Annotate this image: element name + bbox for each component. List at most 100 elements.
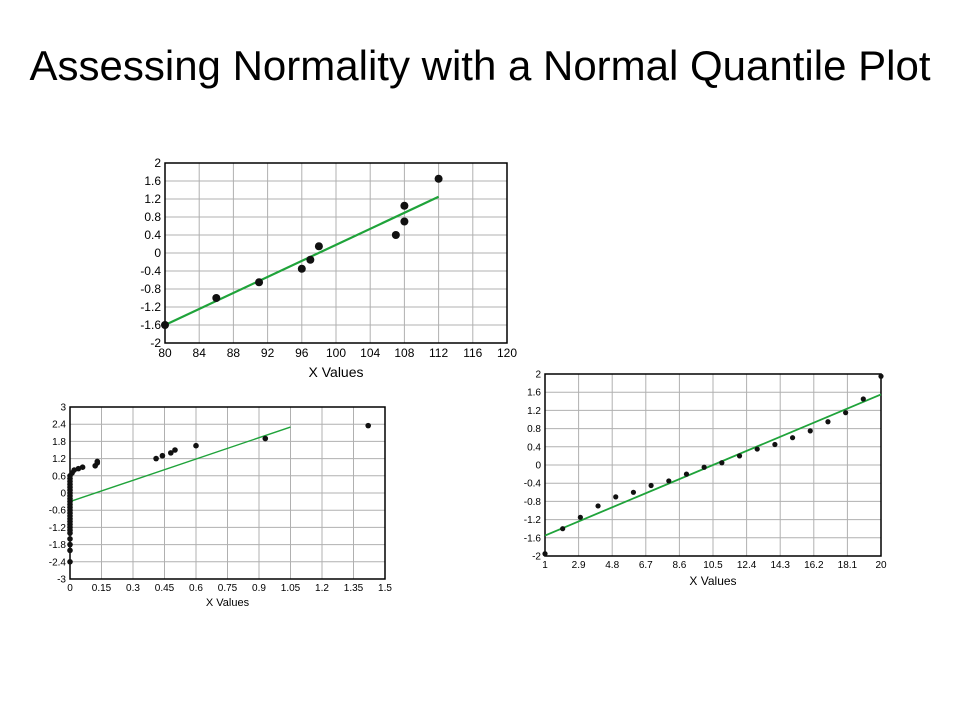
data-point	[161, 321, 169, 329]
data-point	[860, 396, 866, 402]
x-tick-label: 96	[295, 346, 309, 360]
data-point	[772, 441, 778, 448]
data-point	[193, 442, 199, 449]
data-point	[807, 428, 813, 434]
x-tick-label: 14.3	[770, 560, 790, 571]
normal-quantile-plot-top: 80 84 88 92 96 100 104 108 112 116 120 2 1.6 1.2 0.8 0.…	[140, 156, 517, 380]
data-point	[701, 464, 707, 470]
x-tick-label: 0.6	[189, 583, 203, 594]
data-point	[400, 201, 409, 210]
y-tick-label: -0.4	[140, 264, 161, 278]
y-tick-label: 1.2	[144, 192, 161, 206]
data-point	[71, 467, 77, 473]
x-tick-label: 10.5	[703, 560, 723, 571]
data-point	[365, 422, 372, 429]
y-tick-label: -0.6	[49, 506, 67, 517]
x-tick-label: 104	[360, 346, 380, 360]
x-tick-label: 80	[158, 346, 172, 360]
x-tick-label: 20	[875, 560, 887, 571]
x-tick-label: 1.2	[315, 583, 329, 594]
x-tick-label: 0.45	[155, 583, 175, 594]
slide-title: Assessing Normality with a Normal Quanti…	[29, 42, 931, 89]
y-tick-label: 2	[535, 370, 541, 381]
data-point	[719, 460, 725, 466]
y-tick-label: 1.6	[144, 174, 161, 188]
data-point	[666, 478, 672, 484]
x-tick-label: 100	[326, 346, 346, 360]
y-tick-label: 0.8	[144, 210, 161, 224]
y-tick-label: 1.8	[52, 437, 66, 448]
normal-quantile-plot-bottom-right: 1 2.9 4.8 6.7 8.6 10.5 12.4 14.3 16.2 18.1 20 2 1.6 1…	[524, 370, 887, 589]
x-tick-label: 8.6	[672, 560, 686, 571]
data-point	[542, 551, 548, 557]
x-axis-label: X Values	[309, 364, 364, 380]
data-point	[683, 471, 690, 477]
y-tick-label: -2.4	[49, 557, 67, 568]
data-point	[168, 450, 174, 456]
x-tick-label: 0	[67, 583, 73, 594]
y-tick-label: 1.2	[52, 454, 66, 465]
x-tick-label: 0.9	[252, 583, 266, 594]
y-tick-label: -1.6	[140, 318, 161, 332]
x-tick-label: 16.2	[804, 560, 824, 571]
data-point	[648, 482, 654, 489]
x-tick-label: 4.8	[605, 560, 619, 571]
data-point	[306, 255, 315, 264]
data-point	[825, 419, 831, 425]
y-tick-label: 1.6	[527, 388, 541, 399]
y-tick-label: -1.2	[49, 523, 67, 534]
data-point	[94, 458, 101, 465]
data-point	[67, 541, 73, 548]
data-point	[400, 217, 409, 226]
x-tick-label: 0.15	[92, 583, 112, 594]
x-tick-label: 1.35	[344, 583, 364, 594]
data-point	[560, 526, 566, 532]
data-point	[878, 373, 884, 379]
x-tick-label: 84	[193, 346, 207, 360]
y-tick-label: 0.8	[527, 424, 541, 435]
x-tick-label: 1	[542, 560, 548, 571]
y-tick-label: 2.4	[52, 420, 66, 431]
data-point	[172, 447, 178, 453]
data-point	[595, 503, 601, 509]
data-point	[736, 453, 743, 459]
y-tick-label: -2	[532, 552, 541, 563]
data-point	[434, 174, 443, 183]
x-tick-label: 92	[261, 346, 275, 360]
y-tick-label: 0	[154, 246, 161, 260]
x-tick-label: 6.7	[639, 560, 653, 571]
data-point	[613, 494, 619, 500]
data-point	[754, 446, 760, 452]
y-tick-label: -0.4	[524, 479, 542, 490]
fit-line	[164, 195, 440, 326]
x-tick-label: 0.3	[126, 583, 140, 594]
y-tick-label: -0.8	[524, 497, 542, 508]
x-axis-label: X Values	[206, 597, 250, 609]
data-point	[153, 455, 159, 462]
y-tick-label: 1.2	[527, 406, 541, 417]
x-tick-label: 12.4	[737, 560, 757, 571]
data-point	[67, 559, 73, 565]
data-point	[67, 536, 73, 542]
data-point	[314, 242, 323, 251]
y-tick-label: 2	[154, 156, 161, 170]
data-point	[79, 464, 86, 470]
y-tick-label: 0.6	[52, 471, 66, 482]
plot-frame	[164, 162, 508, 344]
data-point	[297, 264, 306, 273]
x-tick-label: 108	[394, 346, 414, 360]
y-tick-label: 0.4	[144, 228, 161, 242]
x-tick-label: 1.05	[281, 583, 301, 594]
y-tick-label: 0	[535, 461, 541, 472]
x-axis-label: X Values	[689, 574, 736, 588]
y-tick-label: -2	[150, 336, 161, 350]
x-tick-label: 18.1	[838, 560, 858, 571]
x-tick-label: 116	[463, 346, 482, 360]
normal-quantile-plot-bottom-left: 0 0.15 0.3 0.45 0.6 0.75 0.9 1.05 1.2 1.35 1.5 3 2.4…	[49, 403, 393, 610]
data-point	[391, 231, 400, 239]
y-tick-label: -1.2	[140, 300, 161, 314]
fit-line	[69, 426, 291, 503]
y-tick-label: 0.4	[527, 442, 541, 453]
x-tick-label: 1.5	[378, 583, 392, 594]
x-tick-label: 0.75	[218, 583, 238, 594]
